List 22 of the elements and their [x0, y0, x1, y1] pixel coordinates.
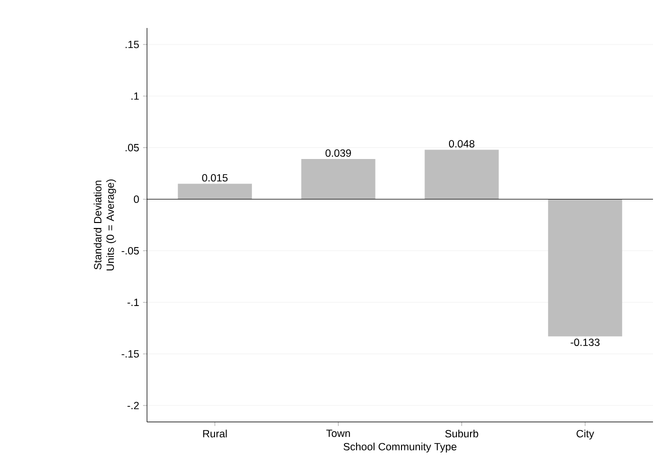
data-label: 0.039 [326, 149, 351, 157]
bar [424, 150, 499, 200]
x-tick-label: Rural [203, 430, 227, 438]
y-tick-label: -.1 [128, 298, 139, 306]
y-tick-label: .1 [132, 92, 139, 100]
data-label: -0.133 [570, 338, 600, 346]
bar [178, 184, 252, 200]
y-tick-label: -.15 [122, 350, 139, 358]
data-label: 0.048 [448, 140, 474, 148]
y-tick-label: -.2 [128, 402, 139, 410]
data-label: 0.015 [202, 174, 228, 182]
y-tick-label: .15 [126, 40, 139, 48]
x-tick-label: Town [326, 430, 350, 438]
x-tick-label: Suburb [445, 430, 478, 438]
y-axis-title: Standard Deviation Units (0 = Average) [94, 180, 116, 270]
y-tick-label: 0 [134, 195, 139, 203]
bar [548, 199, 622, 336]
x-tick-label: City [576, 430, 594, 440]
y-tick-label: -.05 [122, 247, 139, 254]
x-axis-title: School Community Type [344, 442, 456, 452]
bar [301, 158, 376, 200]
y-tick-label: .05 [126, 144, 139, 152]
